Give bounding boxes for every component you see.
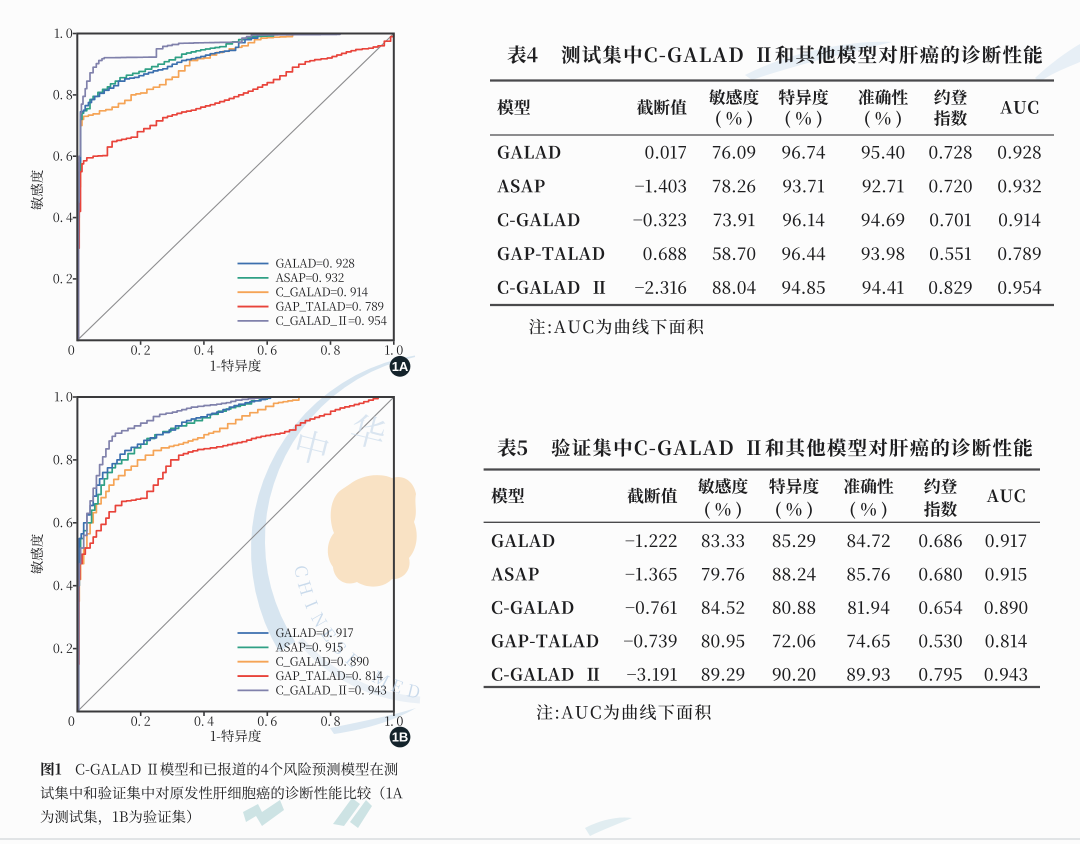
svg-text:1A: 1A <box>392 359 409 374</box>
svg-text:1B: 1B <box>392 730 409 745</box>
